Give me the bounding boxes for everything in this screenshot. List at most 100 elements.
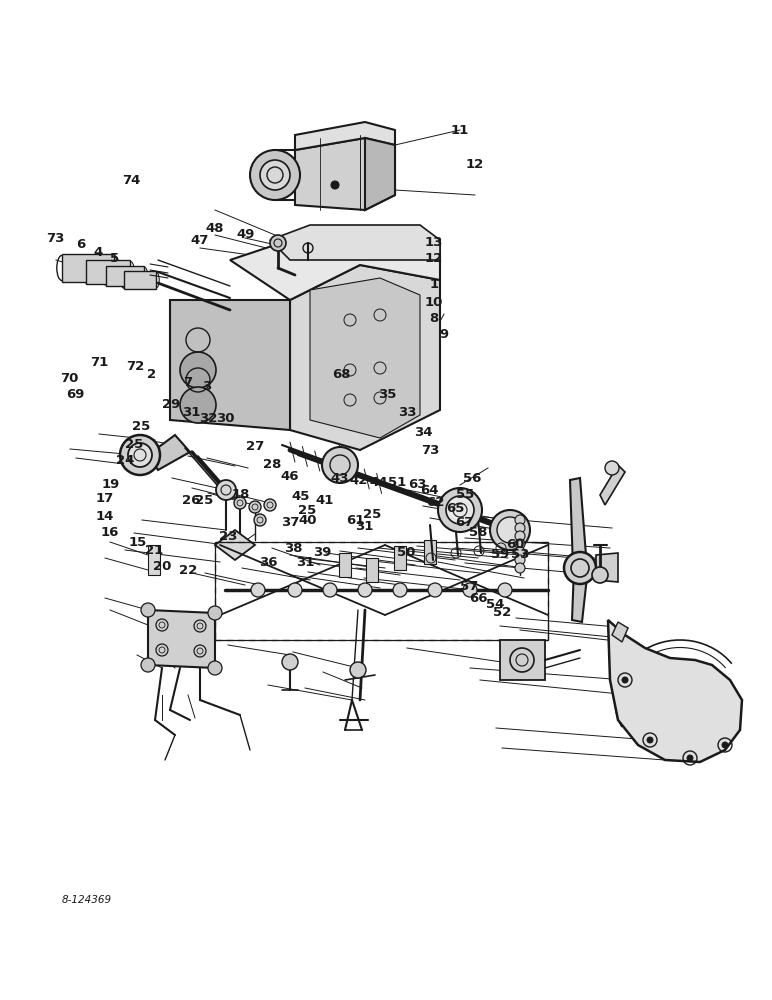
Polygon shape (230, 240, 440, 300)
Polygon shape (366, 558, 378, 582)
Circle shape (254, 514, 266, 526)
Circle shape (216, 480, 236, 500)
Text: 46: 46 (280, 470, 299, 483)
Circle shape (515, 555, 525, 565)
Text: 12: 12 (425, 252, 443, 265)
Circle shape (208, 606, 222, 620)
Text: 72: 72 (126, 360, 144, 373)
Text: 65: 65 (446, 502, 465, 514)
Text: 28: 28 (262, 458, 281, 471)
Circle shape (722, 742, 728, 748)
Polygon shape (170, 300, 290, 430)
Circle shape (249, 501, 261, 513)
Circle shape (208, 661, 222, 675)
Circle shape (180, 387, 216, 423)
Circle shape (288, 583, 302, 597)
Polygon shape (394, 546, 406, 570)
Circle shape (251, 583, 265, 597)
Circle shape (497, 517, 523, 543)
Circle shape (141, 603, 155, 617)
Text: 70: 70 (60, 371, 79, 384)
Circle shape (605, 461, 619, 475)
Circle shape (234, 497, 246, 509)
Text: 66: 66 (469, 591, 488, 604)
Text: 69: 69 (66, 387, 85, 400)
Circle shape (264, 499, 276, 511)
Text: 59: 59 (491, 548, 510, 560)
Text: 49: 49 (236, 228, 255, 240)
Polygon shape (365, 138, 395, 210)
Text: 29: 29 (162, 398, 181, 412)
Text: 39: 39 (313, 546, 332, 558)
Circle shape (515, 563, 525, 573)
Text: 57: 57 (460, 580, 479, 592)
Text: 4: 4 (93, 245, 103, 258)
Text: 67: 67 (455, 516, 474, 528)
Text: 10: 10 (425, 296, 443, 308)
Text: 25: 25 (298, 504, 317, 516)
Polygon shape (124, 271, 156, 289)
Text: 33: 33 (398, 406, 417, 418)
Circle shape (438, 488, 482, 532)
Text: 11: 11 (450, 123, 469, 136)
Text: 38: 38 (284, 542, 303, 554)
Text: 71: 71 (90, 356, 108, 368)
Text: 2: 2 (147, 367, 156, 380)
Text: 53: 53 (511, 548, 530, 560)
Circle shape (515, 531, 525, 541)
Circle shape (515, 539, 525, 549)
Text: 6: 6 (76, 237, 85, 250)
Text: 40: 40 (298, 514, 317, 526)
Circle shape (250, 150, 300, 200)
Text: 45: 45 (292, 489, 310, 502)
Text: 55: 55 (455, 488, 474, 502)
Text: 42: 42 (349, 474, 367, 487)
Text: 3: 3 (202, 379, 212, 392)
Text: 8-124369: 8-124369 (62, 895, 112, 905)
Circle shape (490, 510, 530, 550)
Text: 61: 61 (346, 514, 364, 526)
Polygon shape (270, 225, 440, 260)
Text: 25: 25 (125, 438, 144, 450)
Text: 25: 25 (363, 508, 381, 520)
Polygon shape (106, 266, 144, 286)
Text: 63: 63 (408, 478, 426, 490)
Polygon shape (339, 553, 351, 577)
Text: 5: 5 (110, 251, 119, 264)
Circle shape (260, 160, 290, 190)
Polygon shape (86, 260, 130, 284)
Polygon shape (608, 620, 742, 762)
Text: 27: 27 (245, 440, 264, 452)
Text: 74: 74 (122, 174, 141, 186)
Polygon shape (295, 122, 395, 150)
Polygon shape (612, 622, 628, 642)
Text: 25: 25 (132, 420, 151, 432)
Text: 73: 73 (46, 232, 65, 244)
Polygon shape (572, 568, 588, 622)
Circle shape (647, 737, 653, 743)
Text: 14: 14 (96, 510, 114, 522)
Text: 44: 44 (369, 476, 388, 488)
Text: 15: 15 (128, 536, 147, 548)
Text: 30: 30 (216, 412, 235, 424)
Circle shape (350, 662, 366, 678)
Text: 8: 8 (429, 312, 438, 324)
Text: 62: 62 (426, 495, 445, 508)
Circle shape (463, 583, 477, 597)
Polygon shape (215, 530, 255, 560)
Circle shape (323, 583, 337, 597)
Circle shape (180, 352, 216, 388)
Text: 48: 48 (205, 223, 224, 235)
Text: 60: 60 (506, 538, 525, 550)
Circle shape (515, 523, 525, 533)
Polygon shape (570, 478, 587, 568)
Text: 25: 25 (195, 493, 213, 506)
Circle shape (393, 583, 407, 597)
Circle shape (128, 443, 152, 467)
Circle shape (515, 515, 525, 525)
Text: 21: 21 (145, 544, 164, 556)
Polygon shape (148, 435, 190, 470)
Text: 13: 13 (425, 235, 443, 248)
Text: 31: 31 (296, 556, 315, 568)
Text: 31: 31 (355, 520, 374, 532)
